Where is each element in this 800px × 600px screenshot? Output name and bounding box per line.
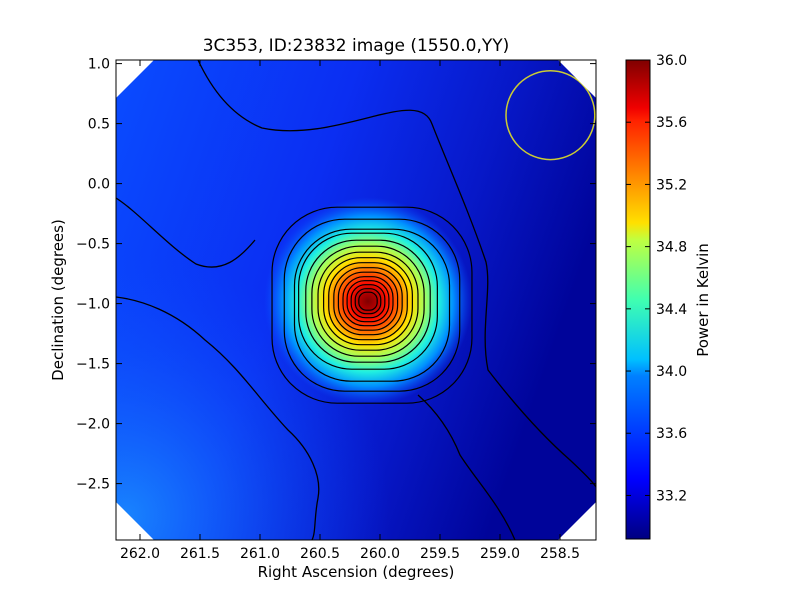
- source-contour-ring: [333, 267, 403, 336]
- y-axis-label: Declination (degrees): [49, 219, 67, 381]
- colorbar-tick-label: 36.0: [656, 53, 687, 69]
- colorbar-tick-label: 35.6: [656, 115, 687, 131]
- colorbar-tick-label: 33.2: [656, 488, 687, 504]
- colorbar-tick-label: 33.6: [656, 426, 687, 442]
- contour-line: [116, 197, 256, 268]
- colorbar: [625, 59, 651, 540]
- source-contour-ring: [311, 245, 425, 357]
- y-axis-ticks: 1.0 0.5 0.0 −0.5 −1.0 −1.5 −2.0 −2.5: [76, 57, 596, 493]
- x-tick-label: 259.5: [420, 546, 460, 562]
- x-tick-label: 258.5: [540, 546, 580, 562]
- source-contour-ring: [317, 251, 419, 351]
- x-tick-label: 262.0: [120, 546, 160, 562]
- source-contour-ring: [342, 276, 394, 327]
- colorbar-tick-label: 34.0: [656, 364, 687, 380]
- y-tick-label: −0.5: [76, 237, 110, 253]
- source-contour-ring: [283, 218, 461, 392]
- masked-corner: [116, 502, 154, 540]
- source-contour-ring: [354, 288, 382, 315]
- y-tick-label: −1.5: [76, 357, 110, 373]
- y-tick-label: −2.5: [76, 477, 110, 493]
- x-tick-label: 259.0: [480, 546, 520, 562]
- contour-lines: [116, 60, 596, 540]
- source-contour-ring: [350, 284, 386, 319]
- source-contour-ring: [337, 271, 399, 331]
- masked-corner: [558, 502, 596, 540]
- source-contour-ring: [346, 280, 390, 323]
- y-tick-label: 1.0: [88, 57, 110, 73]
- y-tick-label: 0.5: [88, 117, 110, 133]
- chart-title: 3C353, ID:23832 image (1550.0,YY): [203, 36, 510, 56]
- masked-corner: [116, 60, 154, 98]
- colorbar-ticks: 36.0 35.6 35.2 34.8 34.4 34.0 33.6 33.2: [626, 53, 687, 504]
- source-contour-ring: [298, 232, 438, 370]
- plot-frame: [115, 59, 597, 541]
- y-tick-label: 0.0: [88, 177, 110, 193]
- y-tick-label: −2.0: [76, 417, 110, 433]
- x-axis-ticks: 262.0 261.5 261.0 260.5 260.0 259.5 259.0 258.5: [120, 60, 580, 562]
- x-tick-label: 260.0: [360, 546, 400, 562]
- source-contour-ring: [293, 228, 451, 382]
- masked-corner: [558, 60, 596, 98]
- source-contour-ring: [271, 206, 473, 404]
- source-contour-ring: [323, 257, 413, 346]
- colorbar-label: Power in Kelvin: [694, 243, 712, 357]
- masked-corners: [116, 60, 596, 540]
- x-tick-label: 261.5: [180, 546, 220, 562]
- y-tick-label: −1.0: [76, 297, 110, 313]
- x-tick-label: 261.0: [240, 546, 280, 562]
- x-tick-label: 260.5: [300, 546, 340, 562]
- source-contours: [271, 206, 473, 404]
- beam-circle: [505, 70, 596, 161]
- contour-line: [417, 394, 516, 540]
- contour-line: [197, 60, 596, 488]
- x-axis-label: Right Ascension (degrees): [258, 563, 455, 581]
- source-contour-ring: [358, 291, 378, 311]
- colorbar-tick-label: 34.8: [656, 240, 687, 256]
- contour-line: [116, 296, 320, 540]
- colorbar-tick-label: 35.2: [656, 177, 687, 193]
- source-contour-ring: [305, 239, 431, 363]
- radio-source-peak: [264, 197, 472, 406]
- colorbar-tick-label: 34.4: [656, 302, 687, 318]
- source-contour-ring: [328, 262, 408, 341]
- plot-area: [116, 60, 596, 540]
